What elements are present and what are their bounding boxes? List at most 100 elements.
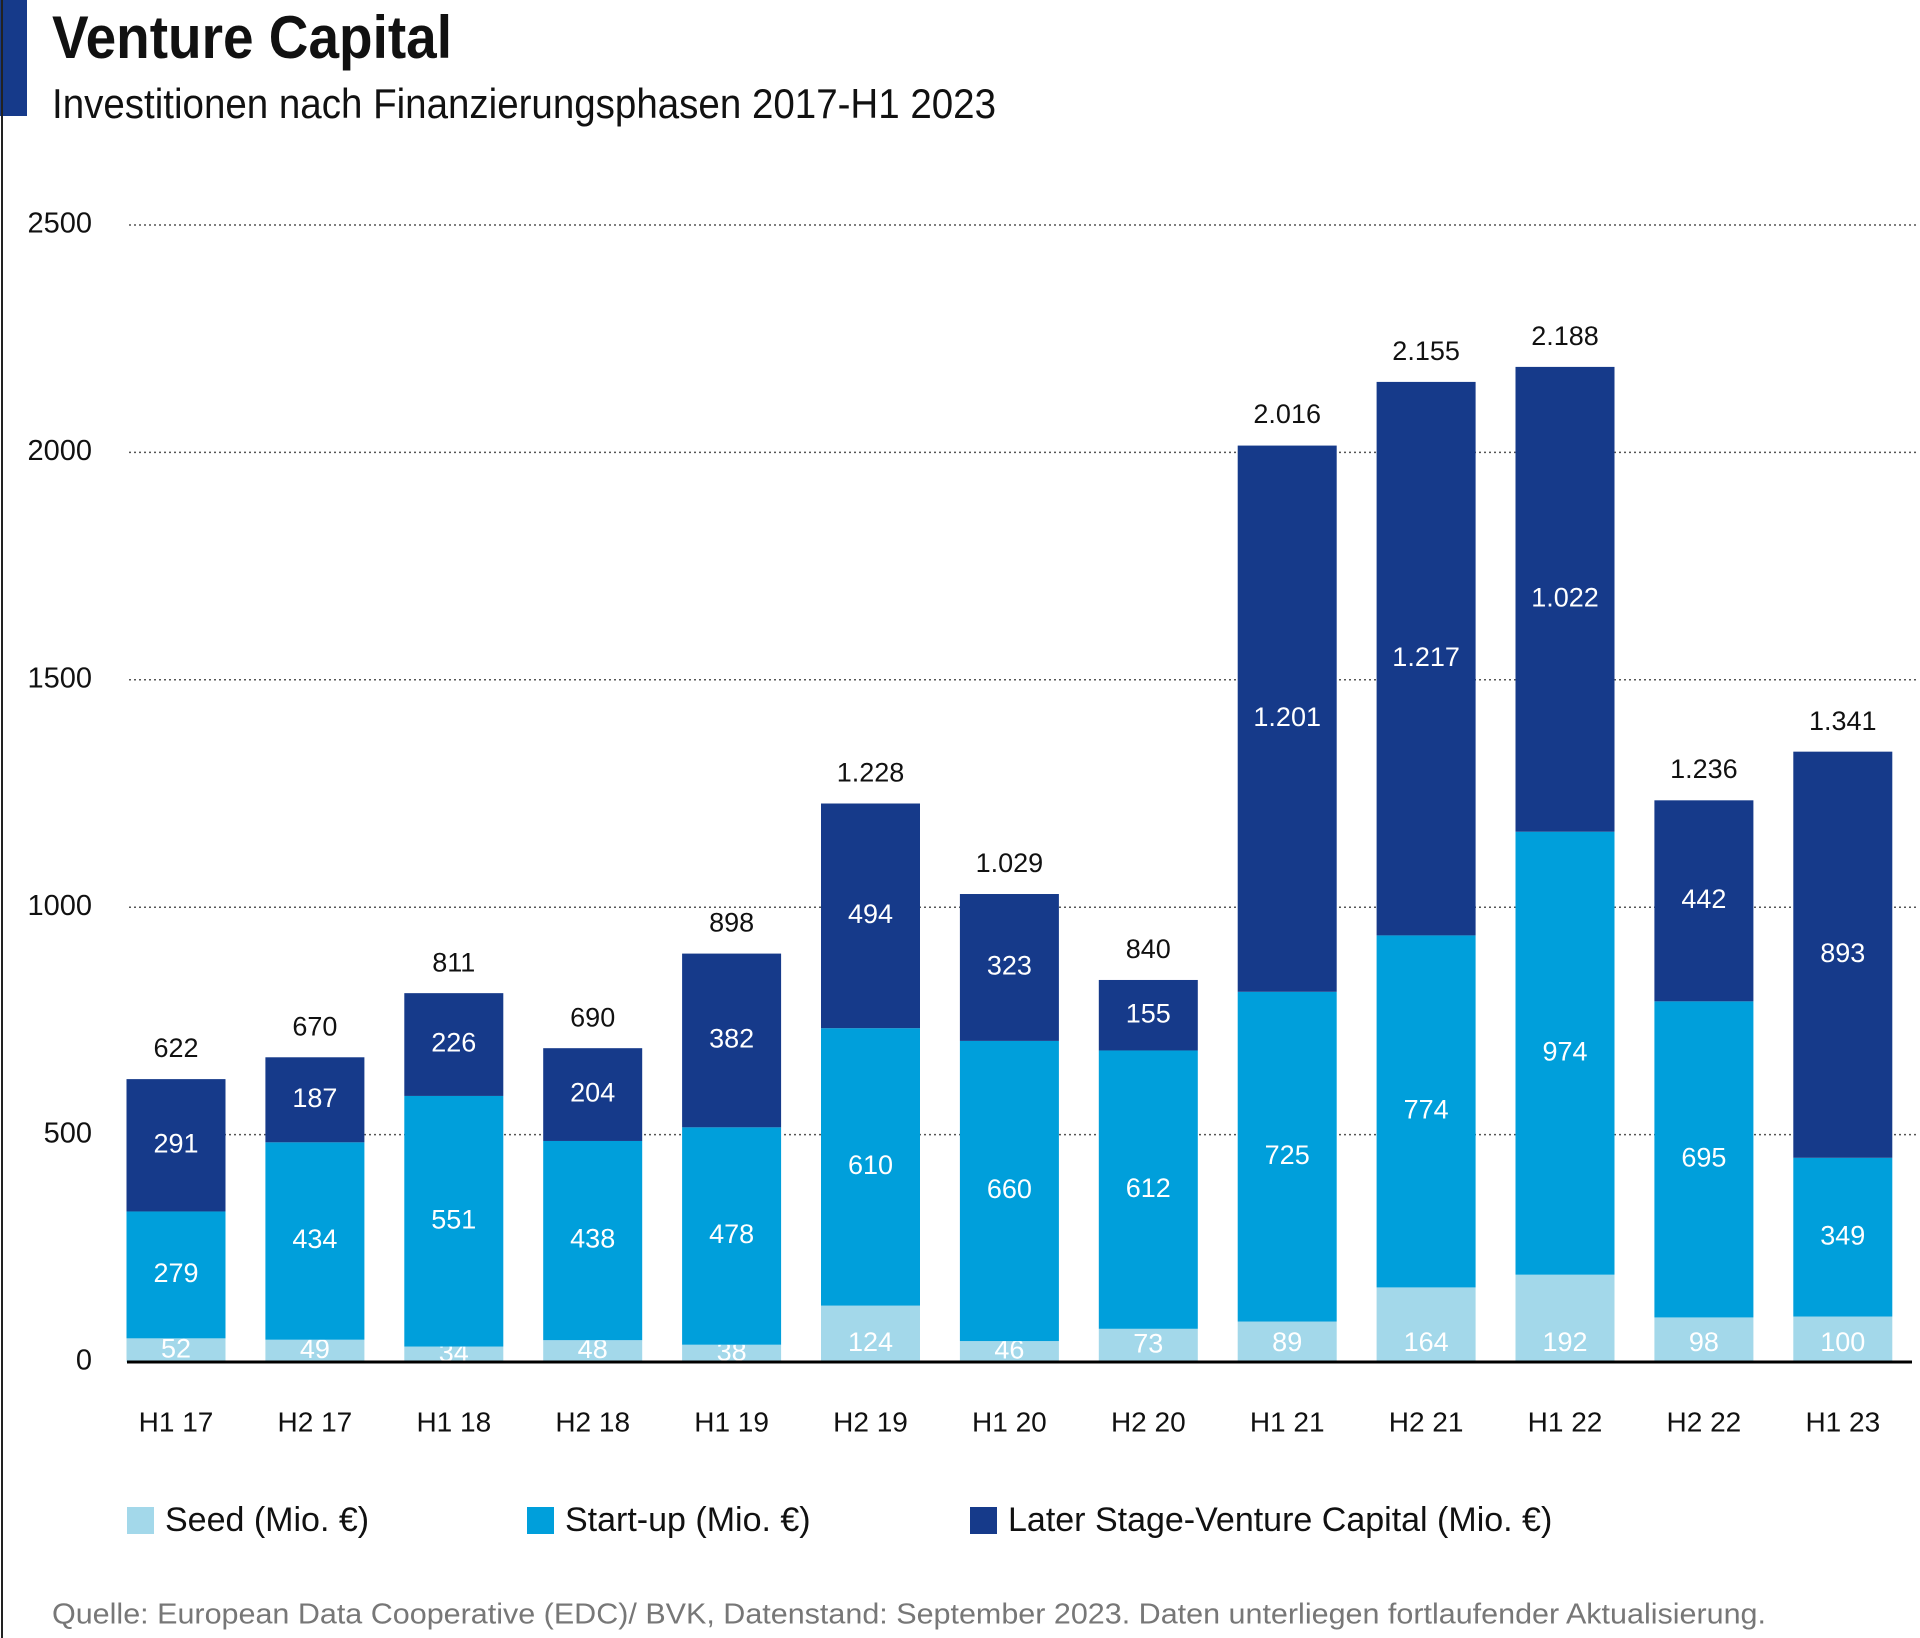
value-label: 187 — [292, 1083, 337, 1113]
value-label: 1.217 — [1392, 642, 1460, 672]
total-label: 1.236 — [1670, 754, 1738, 784]
value-label: 291 — [153, 1128, 198, 1158]
bar-segment — [1237, 445, 1337, 992]
bar-segment — [1098, 979, 1198, 1051]
total-label: 622 — [153, 1033, 198, 1063]
value-label: 551 — [431, 1204, 476, 1234]
value-label: 1.201 — [1253, 702, 1321, 732]
value-label: 73 — [1133, 1329, 1163, 1359]
bar-segment — [543, 1048, 643, 1141]
x-tick-label: H1 20 — [972, 1406, 1047, 1437]
bar-segment — [1793, 751, 1893, 1158]
bar-segment — [682, 953, 782, 1128]
bar-segment — [404, 1346, 504, 1362]
bar-segment — [1793, 1157, 1893, 1317]
x-tick-label: H1 19 — [694, 1406, 769, 1437]
bar-segment — [959, 894, 1059, 1041]
legend-swatch — [127, 1507, 154, 1534]
bar-segment — [1098, 1050, 1198, 1329]
value-label: 612 — [1126, 1173, 1171, 1203]
value-label: 98 — [1689, 1327, 1719, 1357]
bar-segment — [1654, 1317, 1754, 1362]
total-label: 670 — [292, 1011, 337, 1041]
x-tick-label: H1 21 — [1250, 1406, 1325, 1437]
x-tick-label: H2 22 — [1667, 1406, 1742, 1437]
legend-swatch — [527, 1507, 554, 1534]
value-label: 204 — [570, 1078, 615, 1108]
x-tick-label: H1 22 — [1528, 1406, 1603, 1437]
y-tick-label: 2000 — [27, 435, 92, 467]
value-label: 725 — [1265, 1140, 1310, 1170]
value-label: 279 — [153, 1258, 198, 1288]
bar-segment — [682, 1344, 782, 1362]
y-tick-label: 0 — [76, 1345, 92, 1377]
total-label: 811 — [432, 947, 475, 977]
bar-segment — [543, 1140, 643, 1341]
value-label: 124 — [848, 1327, 893, 1357]
bar-segment — [1515, 831, 1615, 1275]
bar-segment — [1376, 935, 1476, 1288]
bar-segment — [126, 1079, 226, 1212]
value-label: 610 — [848, 1150, 893, 1180]
bar-segment — [265, 1142, 365, 1340]
x-tick-label: H1 18 — [416, 1406, 491, 1437]
value-label: 974 — [1542, 1036, 1587, 1066]
value-label: 442 — [1681, 884, 1726, 914]
total-label: 840 — [1126, 934, 1171, 964]
total-label: 1.341 — [1809, 706, 1877, 736]
bar-segment — [1654, 1001, 1754, 1318]
y-tick-label: 2500 — [27, 208, 92, 240]
bar-segment — [126, 1338, 226, 1362]
value-label: 438 — [570, 1224, 615, 1254]
value-label: 100 — [1820, 1327, 1865, 1357]
value-label: 1.022 — [1531, 582, 1599, 612]
value-label: 155 — [1126, 998, 1171, 1028]
value-label: 774 — [1404, 1095, 1449, 1125]
bar-segment — [126, 1211, 226, 1339]
bar-segment — [543, 1340, 643, 1362]
bar-segment — [265, 1057, 365, 1143]
value-label: 893 — [1820, 938, 1865, 968]
value-label: 478 — [709, 1219, 754, 1249]
x-tick-label: H2 17 — [278, 1406, 353, 1437]
bar-segment — [1654, 800, 1754, 1002]
x-tick-label: H2 18 — [555, 1406, 630, 1437]
value-label: 349 — [1820, 1220, 1865, 1250]
x-tick-label: H2 19 — [833, 1406, 908, 1437]
x-tick-label: H1 17 — [139, 1406, 214, 1437]
total-label: 1.029 — [976, 848, 1044, 878]
bar-segment — [1793, 1316, 1893, 1362]
total-label: 1.228 — [837, 758, 905, 788]
bar-segment — [1098, 1328, 1198, 1362]
bar-segment — [959, 1341, 1059, 1362]
legend-swatch — [970, 1507, 997, 1534]
x-tick-label: H2 21 — [1389, 1406, 1464, 1437]
legend-label: Seed (Mio. €) — [165, 1501, 369, 1539]
value-label: 660 — [987, 1174, 1032, 1204]
y-tick-label: 1000 — [27, 890, 92, 922]
bar-segment — [821, 1028, 920, 1306]
bar-segment — [1376, 381, 1476, 936]
bar-segment — [1237, 1321, 1337, 1362]
legend-label: Later Stage-Venture Capital (Mio. €) — [1008, 1501, 1552, 1539]
chart-subtitle: Investitionen nach Finanzierungsphasen 2… — [52, 80, 996, 127]
x-tick-label: H1 23 — [1805, 1406, 1880, 1437]
bar-segment — [265, 1339, 365, 1362]
bar-segment — [404, 1095, 504, 1347]
value-label: 192 — [1542, 1327, 1587, 1357]
total-label: 2.155 — [1392, 336, 1460, 366]
bar-segment — [1515, 366, 1615, 832]
total-label: 898 — [709, 908, 754, 938]
bar-segment — [821, 1305, 920, 1362]
value-label: 494 — [848, 899, 893, 929]
bar-segment — [1237, 991, 1337, 1322]
total-label: 2.188 — [1531, 321, 1599, 351]
bar-segment — [959, 1040, 1059, 1342]
value-label: 89 — [1272, 1327, 1302, 1357]
value-label: 434 — [292, 1224, 337, 1254]
value-label: 323 — [987, 951, 1032, 981]
y-tick-label: 500 — [44, 1117, 92, 1149]
bar-segment — [682, 1127, 782, 1345]
total-label: 690 — [570, 1002, 615, 1032]
